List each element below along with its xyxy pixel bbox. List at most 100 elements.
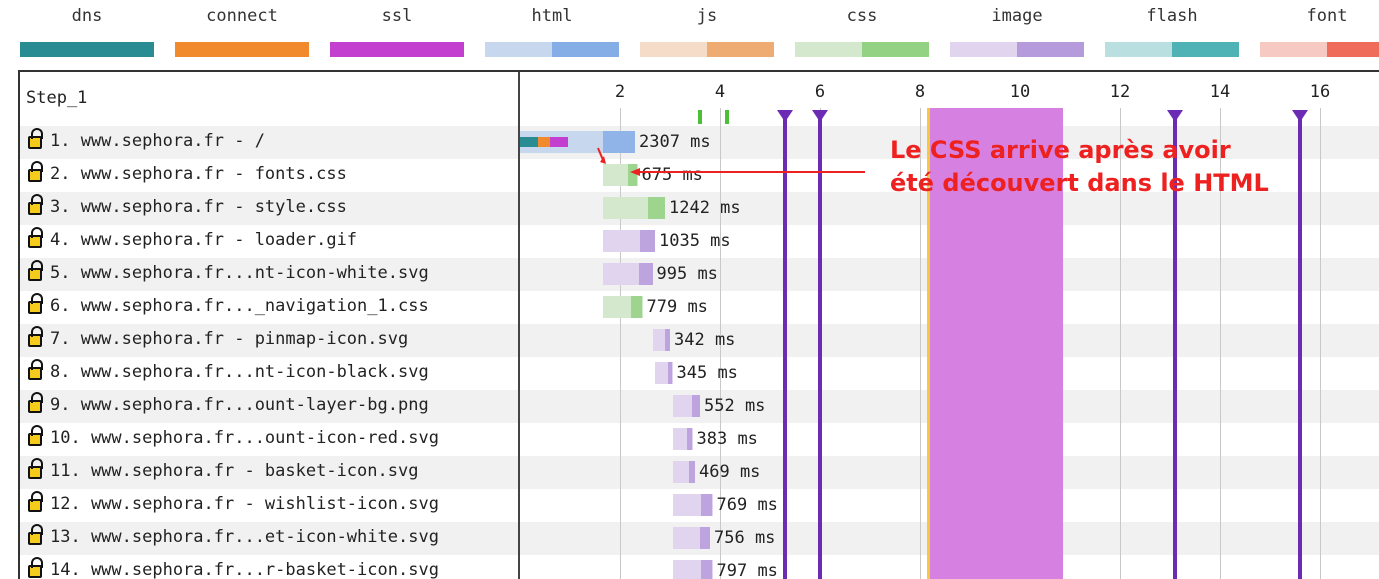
time-tick-label: 8 (914, 82, 926, 102)
time-tick-label: 10 (1009, 82, 1031, 102)
download-segment (647, 197, 665, 219)
gridline (620, 108, 621, 579)
request-label[interactable]: 12. www.sephora.fr - wishlist-icon.svg (28, 490, 439, 514)
request-duration: 675 ms (641, 165, 703, 185)
legend-item-js: js (640, 0, 774, 66)
render-band (930, 108, 1063, 579)
request-label[interactable]: 1. www.sephora.fr - / (28, 127, 265, 151)
request-label[interactable]: 5. www.sephora.fr...nt-icon-white.svg (28, 259, 429, 283)
request-label-text: 13. www.sephora.fr...et-icon-white.svg (50, 527, 439, 547)
request-label[interactable]: 4. www.sephora.fr - loader.gif (28, 226, 358, 250)
request-row[interactable] (20, 258, 1379, 291)
request-row[interactable] (20, 456, 1379, 489)
request-bar-image[interactable] (672, 560, 713, 579)
request-label-text: 14. www.sephora.fr...r-basket-icon.svg (50, 560, 439, 579)
request-label[interactable]: 6. www.sephora.fr..._navigation_1.css (28, 292, 429, 316)
download-segment (640, 230, 655, 252)
request-duration: 469 ms (699, 462, 761, 482)
event-marker-triangle-icon (812, 110, 828, 122)
request-bar-css[interactable] (602, 164, 638, 186)
request-duration: 1035 ms (659, 231, 731, 251)
ssl-segment (550, 137, 568, 147)
request-duration: 552 ms (704, 396, 766, 416)
request-bar-image[interactable] (672, 395, 700, 417)
legend: dns connect ssl html js css image flash font (0, 0, 1379, 66)
timeline-area: 2 4 6 8 10 12 14 16 2307 ms 675 ms 1242 ms 1035 ms 9… (520, 72, 1379, 579)
request-label[interactable]: 10. www.sephora.fr...ount-icon-red.svg (28, 424, 439, 448)
request-label[interactable]: 9. www.sephora.fr...ount-layer-bg.png (28, 391, 429, 415)
download-segment (627, 164, 638, 186)
waterfall-chart: Step_1 1. www.sephora.fr - / 2. www.sepho… (18, 70, 1379, 579)
request-duration: 1242 ms (669, 198, 741, 218)
lock-icon (28, 127, 43, 149)
request-row[interactable] (20, 126, 1379, 159)
request-duration: 797 ms (716, 561, 778, 579)
gridline (1320, 108, 1321, 579)
lock-icon (28, 457, 43, 479)
legend-label: css (846, 6, 878, 26)
download-segment (701, 560, 713, 579)
request-bar-image[interactable] (602, 230, 655, 252)
request-label[interactable]: 8. www.sephora.fr...nt-icon-black.svg (28, 358, 429, 382)
gridline (1120, 108, 1121, 579)
legend-label: font (1306, 6, 1348, 26)
request-label[interactable]: 2. www.sephora.fr - fonts.css (28, 160, 347, 184)
gridline (1220, 108, 1221, 579)
event-marker-triangle-icon (1292, 110, 1308, 122)
legend-swatch (20, 42, 154, 57)
request-row[interactable] (20, 192, 1379, 225)
request-row[interactable] (20, 324, 1379, 357)
request-duration: 383 ms (696, 429, 758, 449)
request-bar-image[interactable] (652, 329, 670, 351)
request-bar-image[interactable] (672, 428, 693, 450)
event-marker-triangle-icon (777, 110, 793, 122)
request-label[interactable]: 11. www.sephora.fr - basket-icon.svg (28, 457, 418, 481)
legend-swatch (330, 42, 464, 57)
request-label[interactable]: 7. www.sephora.fr - pinmap-icon.svg (28, 325, 408, 349)
lock-icon (28, 523, 43, 545)
request-label-text: 6. www.sephora.fr..._navigation_1.css (50, 296, 429, 316)
request-label-text: 1. www.sephora.fr - / (50, 131, 265, 151)
connect-segment (537, 137, 550, 147)
legend-swatch (485, 42, 619, 57)
gridline (720, 108, 721, 579)
time-tick-label: 4 (714, 82, 726, 102)
request-bar-image[interactable] (672, 461, 695, 483)
lock-icon (28, 358, 43, 380)
request-bar-css[interactable] (602, 296, 643, 318)
legend-swatch (175, 42, 309, 57)
legend-label: js (696, 6, 718, 26)
request-label[interactable]: 14. www.sephora.fr...r-basket-icon.svg (28, 556, 439, 579)
request-bar-css[interactable] (602, 197, 665, 219)
request-label-text: 10. www.sephora.fr...ount-icon-red.svg (50, 428, 439, 448)
event-marker-line (818, 110, 822, 579)
legend-label: dns (71, 6, 103, 26)
request-label[interactable]: 13. www.sephora.fr...et-icon-white.svg (28, 523, 439, 547)
download-segment (602, 131, 635, 153)
request-bar-image[interactable] (602, 263, 653, 285)
request-label-text: 4. www.sephora.fr - loader.gif (50, 230, 358, 250)
step-title: Step_1 (26, 88, 88, 108)
lock-icon (28, 325, 43, 347)
request-label-text: 8. www.sephora.fr...nt-icon-black.svg (50, 362, 429, 382)
request-bar-image[interactable] (672, 527, 710, 549)
lock-icon (28, 391, 43, 413)
download-segment (688, 461, 695, 483)
event-marker-line (1173, 110, 1177, 579)
request-bar-image[interactable] (672, 494, 713, 516)
annotation-text: Le CSS arrive après avoir été découvert … (890, 134, 1269, 200)
legend-swatch (1105, 42, 1239, 57)
request-bar-image[interactable] (655, 362, 673, 384)
request-bar-html[interactable] (520, 131, 635, 153)
request-duration: 769 ms (716, 495, 778, 515)
request-label[interactable]: 3. www.sephora.fr - style.css (28, 193, 347, 217)
dns-segment (520, 137, 538, 147)
request-label-text: 12. www.sephora.fr - wishlist-icon.svg (50, 494, 439, 514)
download-segment (638, 263, 653, 285)
request-duration: 345 ms (676, 363, 738, 383)
request-duration: 2307 ms (639, 132, 711, 152)
download-segment (701, 494, 713, 516)
legend-item-connect: connect (175, 0, 309, 66)
request-label-column: Step_1 1. www.sephora.fr - / 2. www.sepho… (20, 72, 520, 579)
